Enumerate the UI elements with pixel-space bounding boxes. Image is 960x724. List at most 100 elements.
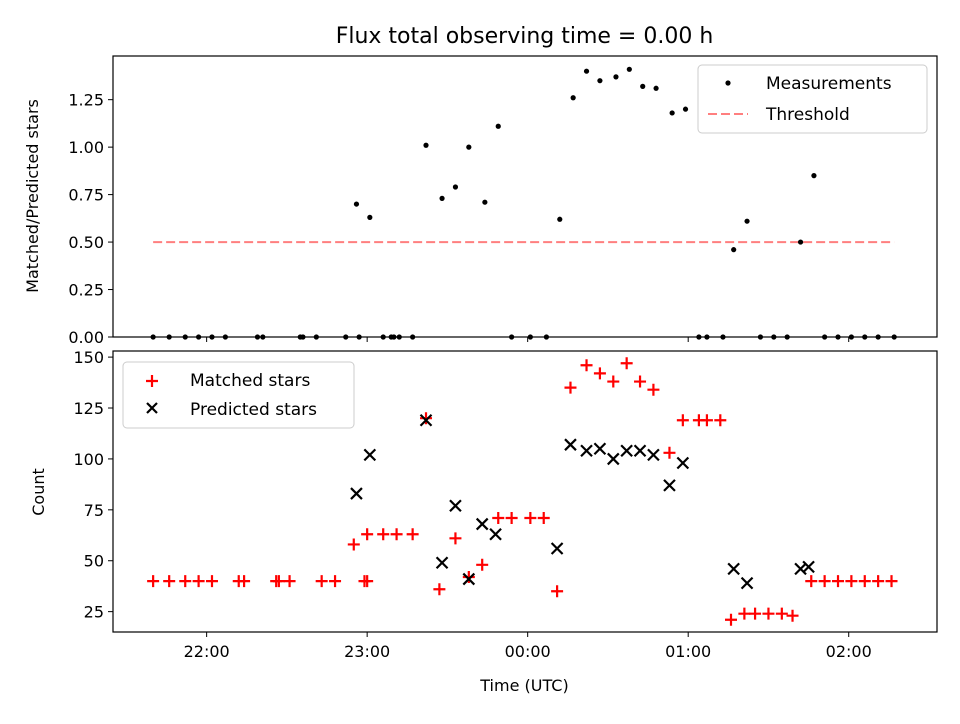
- measurement-point: [260, 334, 266, 340]
- bottom-axes-frame: [112, 350, 938, 633]
- matched-star-point: [620, 357, 633, 370]
- measurement-point: [209, 334, 215, 340]
- top-ylabel: Matched/Predicted stars: [23, 99, 42, 293]
- bottom-legend-box: [122, 361, 355, 429]
- top-ytick-label: 0.75: [68, 186, 104, 205]
- predicted-star-point: [449, 499, 462, 513]
- measurement-point: [222, 334, 228, 340]
- matched-star-point: [818, 575, 831, 588]
- matched-star-point: [329, 575, 342, 588]
- predicted-star-point: [676, 456, 690, 470]
- measurement-points: [150, 66, 897, 340]
- measurement-point: [439, 195, 445, 201]
- matched-star-point: [283, 575, 296, 588]
- matched-star-point: [700, 414, 713, 427]
- predicted-star-point: [564, 438, 577, 451]
- top-ytick-label: 0.50: [68, 233, 104, 252]
- matched-star-point: [858, 575, 871, 588]
- bottom-xtick-label: 01:00: [665, 642, 711, 661]
- matched-star-point: [361, 575, 374, 588]
- measurement-point: [509, 334, 515, 340]
- legend-matched-marker: [146, 375, 158, 387]
- top-axes-frame: [112, 55, 938, 338]
- matched-star-point: [676, 414, 689, 427]
- matched-star-point: [147, 575, 160, 588]
- predicted-star-point: [435, 556, 449, 570]
- predicted-star-point: [663, 479, 676, 492]
- bottom-xtick-label: 00:00: [505, 642, 551, 661]
- measurement-point: [597, 78, 603, 84]
- measurement-point: [822, 334, 828, 340]
- measurement-point: [891, 334, 897, 340]
- measurement-point: [527, 334, 533, 340]
- measurement-point: [771, 334, 777, 340]
- top-legend: Measurements Threshold: [697, 64, 928, 134]
- matched-star-point: [524, 511, 537, 524]
- measurement-point: [583, 68, 590, 74]
- measurement-point: [300, 334, 306, 340]
- matched-star-point: [564, 381, 577, 394]
- matched-star-point: [786, 609, 799, 622]
- measurement-point: [343, 334, 349, 340]
- predicted-star-point: [727, 562, 740, 576]
- bottom-ytick-label: 125: [73, 399, 104, 418]
- measurement-point: [704, 334, 710, 340]
- measurement-point: [150, 334, 156, 340]
- top-ytick-label: 1.25: [68, 91, 104, 110]
- measurement-point: [862, 334, 868, 340]
- matched-star-point: [406, 528, 419, 541]
- measurement-point: [835, 334, 841, 340]
- measurement-point: [757, 334, 764, 340]
- matched-star-point: [462, 571, 475, 584]
- chart-title: Flux total observing time = 0.00 h: [336, 24, 714, 49]
- top-legend-box: [697, 64, 928, 134]
- measurement-point: [166, 334, 172, 340]
- measurement-point: [313, 334, 319, 340]
- predicted-star-point: [419, 413, 433, 427]
- bottom-xtick-label: 22:00: [184, 642, 230, 661]
- top-ytick-label: 0.25: [68, 281, 104, 300]
- legend-matched-label: Matched stars: [190, 371, 310, 391]
- matched-star-point: [390, 528, 403, 541]
- measurement-point: [254, 334, 261, 340]
- legend-measurements-marker: [725, 80, 731, 86]
- matched-star-point: [163, 575, 176, 588]
- measurement-point: [482, 199, 488, 205]
- count-points: [147, 357, 898, 626]
- matched-star-point: [192, 575, 205, 588]
- matched-star-point: [725, 613, 737, 626]
- matched-star-point: [580, 359, 593, 372]
- predicted-star-point: [593, 442, 607, 456]
- measurement-point: [797, 239, 804, 245]
- predicted-star-point: [620, 444, 633, 458]
- bottom-xtick-label: 02:00: [826, 642, 872, 661]
- bottom-yticks: 25 50 75 100 125 150: [73, 348, 113, 622]
- measurement-point: [423, 142, 429, 148]
- matched-star-point: [205, 575, 218, 588]
- measurement-point: [613, 74, 619, 80]
- bottom-xtick-label: 23:00: [344, 642, 390, 661]
- matched-star-point: [634, 375, 647, 388]
- matched-star-point: [832, 575, 845, 588]
- bottom-xlabel: Time (UTC): [479, 676, 568, 695]
- matched-star-point: [845, 575, 858, 588]
- matched-star-point: [775, 607, 788, 620]
- matched-star-point: [377, 528, 390, 541]
- legend-predicted-label: Predicted stars: [190, 400, 317, 420]
- measurement-point: [570, 95, 576, 101]
- measurement-point: [353, 201, 360, 207]
- matched-star-point: [347, 538, 360, 551]
- bottom-ytick-label: 150: [73, 348, 104, 367]
- predicted-star-point: [350, 487, 363, 500]
- matched-star-point: [593, 367, 606, 380]
- measurement-point: [811, 173, 817, 179]
- measurement-point: [410, 334, 416, 340]
- measurement-point: [356, 334, 362, 340]
- measurement-point: [696, 334, 702, 340]
- matched-star-point: [885, 575, 898, 588]
- predicted-star-point: [580, 444, 593, 458]
- matched-star-point: [361, 528, 374, 541]
- measurement-point: [543, 334, 550, 340]
- top-ytick-label: 1.00: [68, 138, 104, 157]
